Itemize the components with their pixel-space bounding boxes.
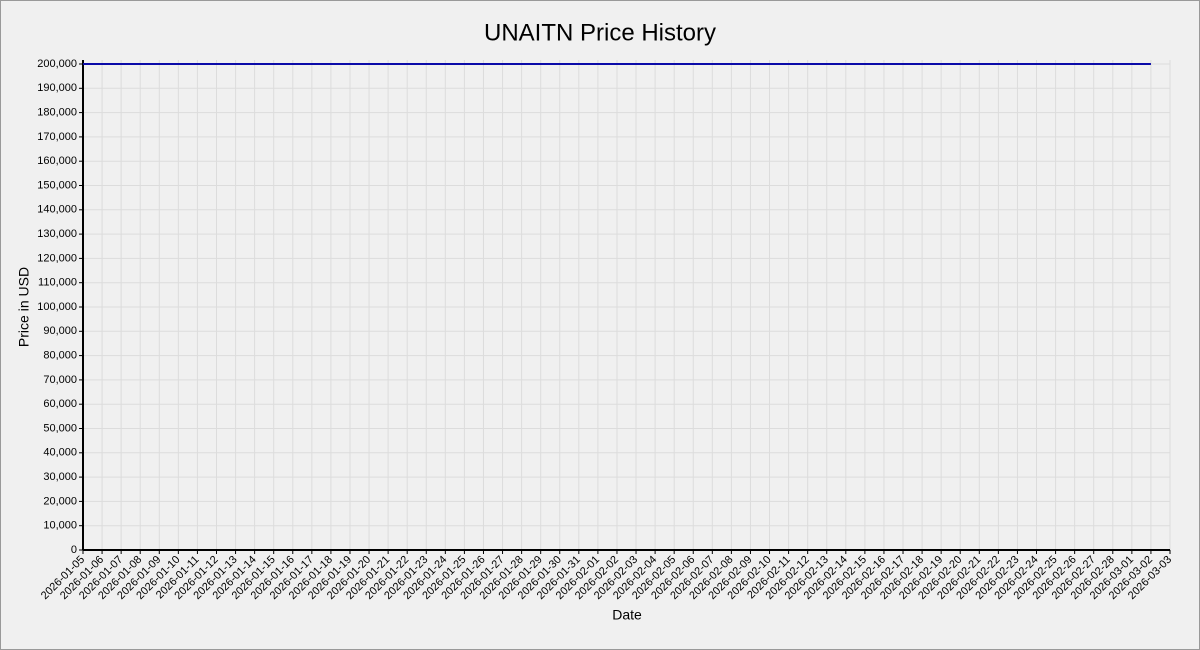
y-tick-label: 180,000 bbox=[37, 107, 77, 119]
y-tick-label: 80,000 bbox=[43, 350, 77, 362]
y-tick-label: 10,000 bbox=[43, 520, 77, 532]
y-tick-label: 50,000 bbox=[43, 422, 77, 434]
y-tick-label: 20,000 bbox=[43, 495, 77, 507]
chart-title: UNAITN Price History bbox=[484, 19, 716, 46]
y-tick-label: 70,000 bbox=[43, 374, 77, 386]
y-tick-label: 90,000 bbox=[43, 325, 77, 337]
y-tick-label: 60,000 bbox=[43, 398, 77, 410]
y-tick-label: 140,000 bbox=[37, 204, 77, 216]
y-tick-label: 200,000 bbox=[37, 58, 77, 70]
y-tick-label: 130,000 bbox=[37, 228, 77, 240]
y-tick-label: 160,000 bbox=[37, 155, 77, 167]
y-tick-label: 190,000 bbox=[37, 82, 77, 94]
x-axis-label: Date bbox=[612, 607, 642, 623]
y-tick-label: 40,000 bbox=[43, 447, 77, 459]
y-tick-label: 30,000 bbox=[43, 471, 77, 483]
y-tick-label: 110,000 bbox=[38, 277, 77, 289]
y-tick-label: 0 bbox=[71, 544, 77, 556]
y-axis-label: Price in USD bbox=[16, 267, 32, 347]
y-tick-label: 150,000 bbox=[37, 179, 77, 191]
y-tick-label: 120,000 bbox=[37, 252, 77, 264]
y-tick-label: 100,000 bbox=[37, 301, 77, 313]
y-tick-label: 170,000 bbox=[37, 131, 77, 143]
